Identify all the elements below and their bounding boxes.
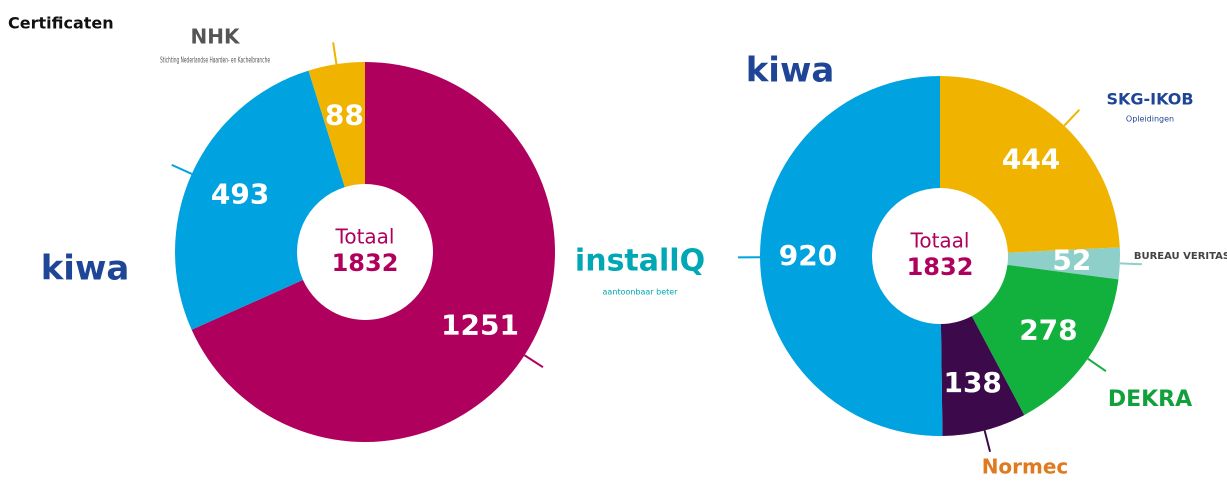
value-label: 444 xyxy=(1002,142,1060,175)
logo-name: kiwa xyxy=(41,249,130,289)
logo-sublabel: aantoonbaar beter xyxy=(603,288,679,297)
leader-line xyxy=(523,354,544,369)
value-label: 52 xyxy=(1052,243,1091,276)
leader-line xyxy=(171,163,193,175)
donut-slice xyxy=(940,316,1025,436)
value-label: 138 xyxy=(943,366,1001,399)
center-label: Totaal xyxy=(910,229,970,253)
donut-slice xyxy=(971,264,1119,416)
leader-line xyxy=(332,42,338,65)
donut-slice xyxy=(174,70,345,330)
value-label: 88 xyxy=(325,99,364,132)
logo-sublabel: Stichting Nederlandse Haarden- en Kachel… xyxy=(160,56,270,65)
leader-line xyxy=(1087,357,1107,373)
logo-sublabel: Opleidingen xyxy=(1126,114,1174,123)
logo-name: DEKRA xyxy=(1108,387,1192,412)
center-value: 1832 xyxy=(332,249,399,277)
donut-slice xyxy=(1007,247,1121,280)
donut-slice xyxy=(940,76,1120,253)
donut-slice xyxy=(308,62,365,188)
value-label: 493 xyxy=(211,178,269,211)
logo-name: SKG-IKOB xyxy=(1106,90,1193,109)
value-label: 920 xyxy=(779,239,837,272)
logo-name: Normec xyxy=(982,455,1069,479)
leader-line xyxy=(983,430,992,452)
logo-name: kiwa xyxy=(746,51,835,91)
page-title: Certificaten xyxy=(8,14,114,33)
center-value: 1832 xyxy=(907,253,974,281)
center-label: Totaal xyxy=(335,225,395,249)
leader-line xyxy=(1119,262,1142,266)
value-label: 278 xyxy=(1019,313,1077,346)
logo-name: BUREAU VERITAS xyxy=(1134,251,1227,262)
value-label: 1251 xyxy=(441,308,519,341)
logo-name: NHK xyxy=(191,25,241,49)
leader-line xyxy=(1063,109,1081,127)
donut-slice xyxy=(191,62,555,443)
logo-name: installQ xyxy=(575,244,705,279)
donut-slice xyxy=(759,76,943,436)
